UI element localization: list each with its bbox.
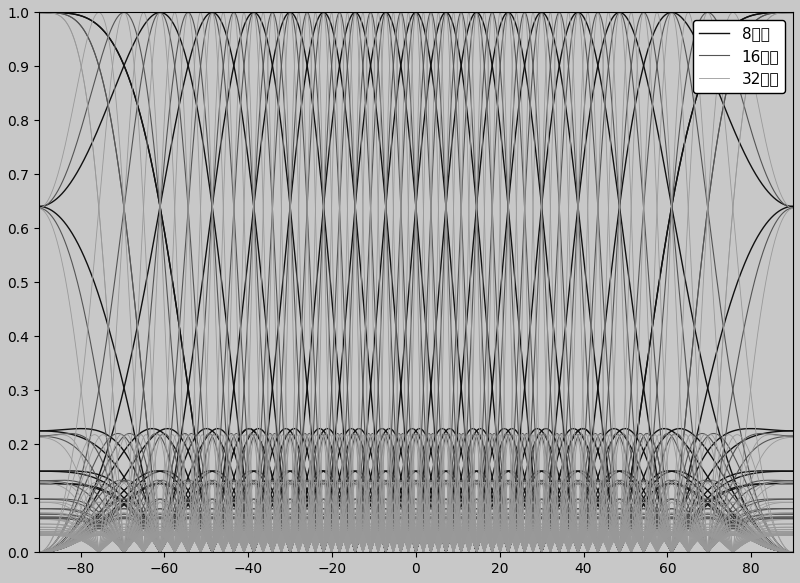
32阵元 [788, 9, 798, 16]
8阵元 [171, 298, 181, 305]
32阵元 [396, 549, 406, 556]
8阵元 [597, 459, 606, 466]
32阵元 [486, 545, 496, 552]
16阵元 [614, 549, 624, 556]
Line: 8阵元: 8阵元 [38, 12, 793, 552]
8阵元 [654, 279, 664, 286]
16阵元 [34, 9, 43, 16]
8阵元 [486, 498, 496, 505]
8阵元 [614, 549, 624, 556]
32阵元 [525, 531, 534, 538]
8阵元 [788, 9, 798, 16]
32阵元 [654, 479, 664, 486]
Line: 32阵元: 32阵元 [38, 12, 793, 552]
16阵元 [525, 508, 534, 515]
16阵元 [654, 460, 664, 467]
32阵元 [597, 529, 606, 536]
16阵元 [322, 536, 332, 543]
16阵元 [486, 511, 496, 518]
8阵元 [322, 470, 332, 477]
8阵元 [34, 9, 43, 16]
16阵元 [171, 447, 181, 454]
16阵元 [788, 9, 798, 16]
Legend: 8阵元, 16阵元, 32阵元: 8阵元, 16阵元, 32阵元 [693, 20, 786, 93]
32阵元 [34, 9, 43, 16]
16阵元 [597, 477, 606, 484]
8阵元 [525, 501, 534, 508]
32阵元 [171, 481, 181, 488]
Line: 16阵元: 16阵元 [38, 12, 793, 552]
32阵元 [322, 537, 332, 544]
